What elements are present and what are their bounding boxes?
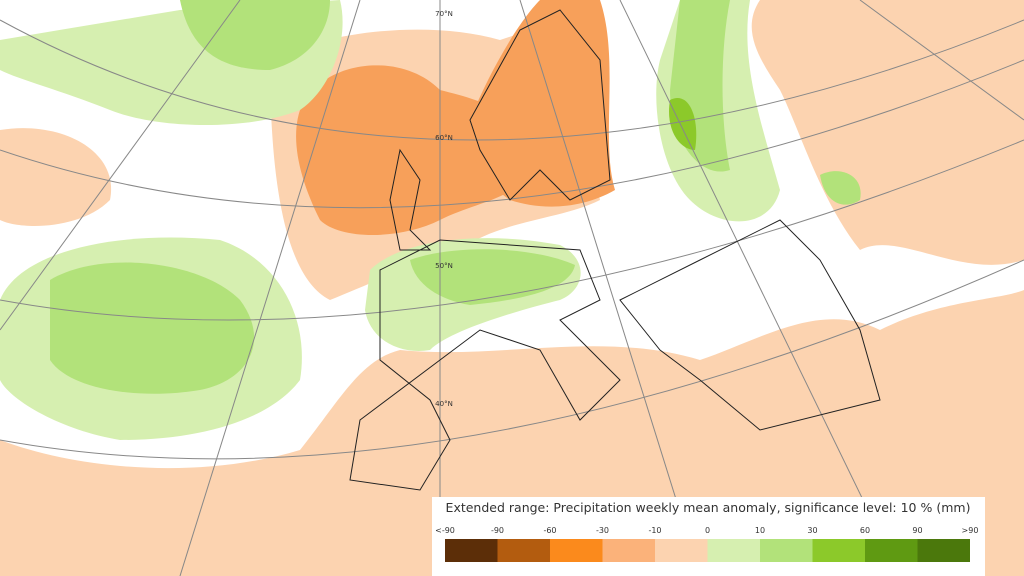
green-area — [410, 249, 575, 305]
meridian — [859, 0, 1024, 121]
latitude-line — [0, 139, 1024, 321]
legend-tick-label: 90 — [912, 526, 922, 535]
color-swatch — [812, 539, 865, 562]
legend-tick-label: 30 — [807, 526, 817, 535]
meridian — [619, 0, 901, 576]
color-swatch — [865, 539, 918, 562]
legend-box — [432, 497, 985, 576]
latitude-line — [0, 259, 1024, 460]
coastline — [389, 148, 432, 251]
coastline — [619, 219, 881, 431]
legend-tick-label: 0 — [705, 526, 710, 535]
legend-tick-label: -90 — [491, 526, 504, 535]
orange-area — [469, 0, 615, 207]
color-swatch — [497, 539, 550, 562]
coastlines — [349, 9, 881, 491]
meridian — [0, 0, 241, 331]
latitude-labels: 70°N 60°N 50°N 40°N — [435, 10, 453, 408]
green-area — [820, 171, 861, 205]
latitude-line — [0, 59, 1024, 209]
legend-tick-label: 10 — [755, 526, 765, 535]
coastline — [469, 9, 611, 201]
latitude-line — [0, 19, 1024, 141]
legend-tick-label: >90 — [962, 526, 979, 535]
legend-tick-label: -10 — [648, 526, 661, 535]
color-swatch — [655, 539, 708, 562]
legend-tick-label: -30 — [596, 526, 609, 535]
green-area — [669, 98, 697, 150]
legend-tick-label: 60 — [860, 526, 870, 535]
peach-area — [751, 0, 1024, 265]
legend-title: Extended range: Precipitation weekly mea… — [446, 500, 971, 515]
meridian — [519, 0, 701, 576]
color-swatch — [760, 539, 813, 562]
latitude-label: 50°N — [435, 262, 453, 270]
coastline — [349, 239, 621, 491]
meridian — [179, 0, 361, 576]
color-swatch — [707, 539, 760, 562]
latitude-label: 60°N — [435, 134, 453, 142]
latitude-label: 70°N — [435, 10, 453, 18]
color-swatch — [602, 539, 655, 562]
green-area — [180, 0, 330, 70]
legend-tick-label: <-90 — [435, 526, 455, 535]
legend-tick-label: -60 — [543, 526, 556, 535]
color-swatch — [445, 539, 498, 562]
green-area — [50, 262, 255, 394]
legend: Extended range: Precipitation weekly mea… — [432, 497, 985, 576]
peach-area — [0, 128, 112, 226]
color-swatch — [917, 539, 970, 562]
latitude-label: 40°N — [435, 400, 453, 408]
color-swatch — [550, 539, 603, 562]
